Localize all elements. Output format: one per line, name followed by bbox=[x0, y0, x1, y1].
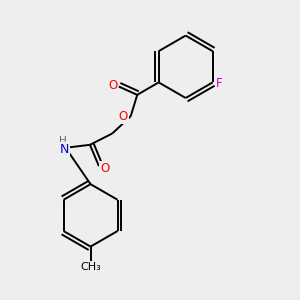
Text: F: F bbox=[216, 77, 223, 90]
Text: O: O bbox=[118, 110, 128, 123]
Text: H: H bbox=[59, 136, 67, 146]
Text: N: N bbox=[59, 143, 69, 156]
Text: O: O bbox=[108, 79, 118, 92]
Text: O: O bbox=[100, 162, 110, 175]
Text: CH₃: CH₃ bbox=[80, 262, 101, 272]
